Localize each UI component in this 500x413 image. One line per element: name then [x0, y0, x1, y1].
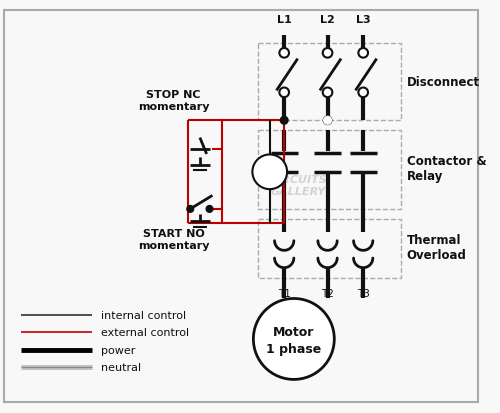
- Text: CIRCUITS
GALLERY: CIRCUITS GALLERY: [270, 175, 328, 196]
- Text: STOP NC
momentary: STOP NC momentary: [138, 90, 209, 112]
- Circle shape: [280, 49, 289, 59]
- Text: Disconnect: Disconnect: [406, 76, 480, 89]
- Text: L1: L1: [277, 15, 291, 25]
- Circle shape: [324, 117, 332, 125]
- Circle shape: [252, 155, 287, 190]
- Text: 1 phase: 1 phase: [266, 342, 322, 355]
- Circle shape: [358, 49, 368, 59]
- Circle shape: [280, 88, 289, 98]
- Bar: [258, 44, 401, 121]
- Text: L3: L3: [356, 15, 370, 25]
- Text: T3: T3: [357, 288, 370, 298]
- Circle shape: [358, 88, 368, 98]
- Text: neutral: neutral: [101, 362, 141, 372]
- Circle shape: [322, 88, 332, 98]
- Text: T2: T2: [321, 288, 334, 298]
- Bar: [258, 131, 401, 209]
- Text: power: power: [101, 345, 136, 355]
- Circle shape: [322, 49, 332, 59]
- Circle shape: [254, 299, 334, 380]
- Text: L2: L2: [320, 15, 335, 25]
- Circle shape: [324, 117, 332, 125]
- Text: START NO
momentary: START NO momentary: [138, 229, 209, 250]
- Text: internal control: internal control: [101, 310, 186, 320]
- Bar: [258, 219, 401, 279]
- Circle shape: [280, 117, 288, 125]
- Text: Contactor &
Relay: Contactor & Relay: [406, 155, 486, 183]
- Text: external control: external control: [101, 328, 190, 337]
- Text: T1: T1: [278, 288, 290, 298]
- Circle shape: [206, 206, 213, 213]
- Text: Thermal
Overload: Thermal Overload: [406, 234, 467, 262]
- Circle shape: [187, 206, 194, 213]
- Text: Motor: Motor: [273, 325, 314, 338]
